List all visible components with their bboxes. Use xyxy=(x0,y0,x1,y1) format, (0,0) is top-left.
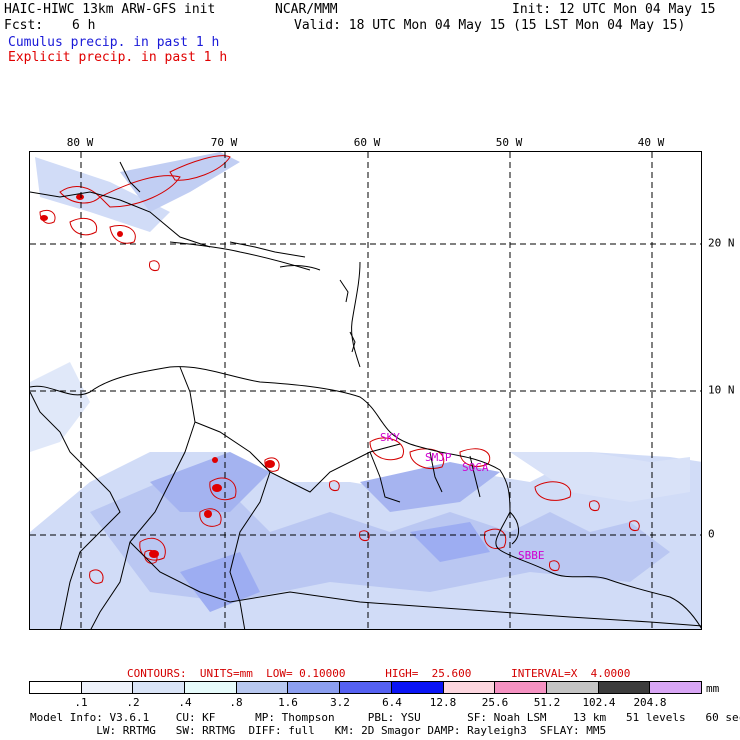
model-title: HAIC-HIWC 13km ARW-GFS init xyxy=(4,2,216,17)
fcst-value: 6 h xyxy=(72,18,96,33)
colorbar-label: 51.2 xyxy=(533,696,561,709)
colorbar-segment xyxy=(495,682,547,693)
country-borders xyxy=(90,366,701,629)
colorbar-segment xyxy=(391,682,444,693)
contour-info: CONTOURS: UNITS=mm LOW= 0.10000 HIGH= 25… xyxy=(127,667,631,680)
model-info-line2: LW: RRTMG SW: RRTMG DIFF: full KM: 2D Sm… xyxy=(30,724,607,737)
station-sbbe: SBBE xyxy=(518,549,545,562)
colorbar-label: .1 xyxy=(74,696,88,709)
lon-label-40w: 40 W xyxy=(637,136,665,149)
colorbar-segment xyxy=(81,682,134,693)
explicit-cores xyxy=(40,194,275,558)
model-info-line1: Model Info: V3.6.1 CU: KF MP: Thompson P… xyxy=(30,711,740,724)
colorbar-label: .2 xyxy=(126,696,140,709)
colorbar-label: 25.6 xyxy=(481,696,509,709)
lon-label-60w: 60 W xyxy=(353,136,381,149)
station-soca: SOCA xyxy=(462,461,489,474)
lat-label-20n: 20 N xyxy=(708,236,735,250)
coastlines xyxy=(30,161,701,629)
colorbar-segment xyxy=(443,682,496,693)
lon-label-50w: 50 W xyxy=(495,136,523,149)
valid-time: Valid: 18 UTC Mon 04 May 15 (15 LST Mon … xyxy=(294,18,686,33)
colorbar-segment xyxy=(340,682,392,693)
explicit-legend: Explicit precip. in past 1 h xyxy=(8,50,228,65)
colorbar-segment xyxy=(650,682,701,693)
lon-label-80w: 80 W xyxy=(66,136,94,149)
station-smjp: SMJP xyxy=(425,451,452,464)
colorbar-segment xyxy=(133,682,186,693)
grid-lines xyxy=(30,152,701,629)
cumulus-legend: Cumulus precip. in past 1 h xyxy=(8,35,220,50)
org-label: NCAR/MMM xyxy=(275,2,338,17)
colorbar-segment xyxy=(236,682,289,693)
fcst-label: Fcst: xyxy=(4,18,44,33)
init-time: Init: 12 UTC Mon 04 May 15 xyxy=(512,2,716,17)
colorbar-label: 3.2 xyxy=(330,696,350,709)
colorbar-label: 204.8 xyxy=(633,696,667,709)
colorbar-segment xyxy=(288,682,341,693)
lon-label-70w: 70 W xyxy=(210,136,238,149)
colorbar-label: .4 xyxy=(178,696,192,709)
station-sky: SKY xyxy=(380,431,400,444)
colorbar-segment xyxy=(30,682,82,693)
colorbar-segment xyxy=(598,682,651,693)
colorbar-segment xyxy=(546,682,599,693)
lat-label-0: 0 xyxy=(708,527,715,541)
map-canvas xyxy=(30,152,701,629)
colorbar-segment xyxy=(185,682,237,693)
colorbar-label: 12.8 xyxy=(429,696,457,709)
colorbar-label: 102.4 xyxy=(582,696,616,709)
colorbar-label: .8 xyxy=(229,696,243,709)
colorbar xyxy=(29,681,702,694)
colorbar-label: 1.6 xyxy=(278,696,298,709)
lat-label-10n: 10 N xyxy=(708,383,735,397)
colorbar-unit: mm xyxy=(706,682,720,695)
precip-map: SKY SMJP SOCA SBBE xyxy=(29,151,702,630)
colorbar-label: 6.4 xyxy=(382,696,402,709)
